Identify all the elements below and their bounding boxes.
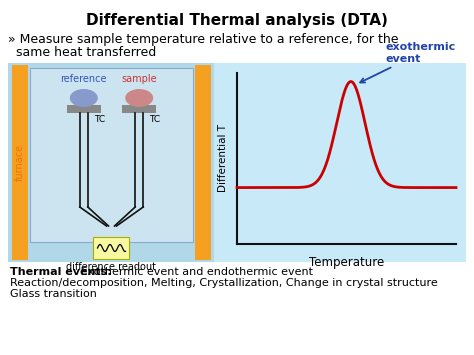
Text: Thermal events:: Thermal events:: [10, 267, 112, 277]
Text: Differential T: Differential T: [218, 125, 228, 192]
Bar: [195, 65, 211, 260]
Text: » Measure sample temperature relative to a reference, for the: » Measure sample temperature relative to…: [8, 33, 399, 46]
Text: Exothermic event and endothermic event: Exothermic event and endothermic event: [78, 267, 313, 277]
Text: reference: reference: [61, 74, 107, 84]
Text: TC: TC: [94, 115, 105, 124]
Bar: [122, 105, 156, 113]
Bar: [214, 63, 466, 262]
Bar: [30, 68, 193, 242]
Ellipse shape: [70, 89, 98, 107]
Text: Temperature: Temperature: [309, 256, 384, 269]
Bar: [12, 65, 28, 260]
Text: Glass transition: Glass transition: [10, 289, 97, 299]
Bar: [8, 63, 214, 262]
Bar: [67, 105, 101, 113]
Text: same heat transferred: same heat transferred: [8, 46, 156, 59]
Ellipse shape: [125, 89, 153, 107]
Text: exothermic
event: exothermic event: [360, 42, 456, 82]
Text: TC: TC: [149, 115, 160, 124]
Bar: [93, 237, 129, 259]
Text: Reaction/decomposition, Melting, Crystallization, Change in crystal structure: Reaction/decomposition, Melting, Crystal…: [10, 278, 438, 288]
Text: furnace: furnace: [15, 144, 25, 181]
Text: difference readout: difference readout: [66, 262, 156, 272]
Text: Differential Thermal analysis (DTA): Differential Thermal analysis (DTA): [86, 13, 388, 28]
Text: sample: sample: [121, 74, 157, 84]
